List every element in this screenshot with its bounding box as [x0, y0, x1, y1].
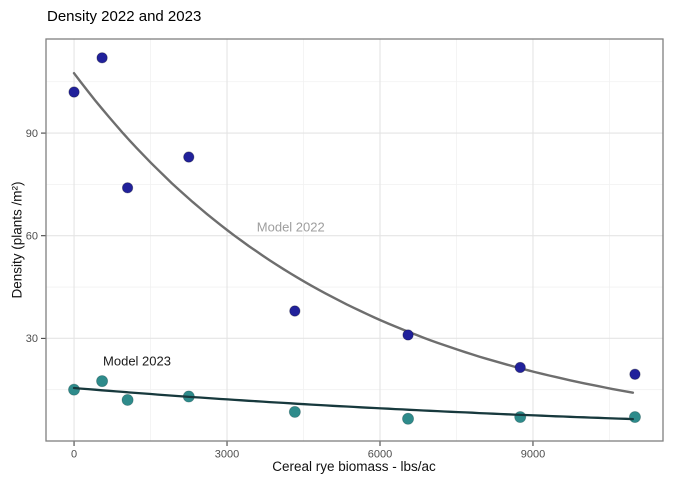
- model-2022-curve: [72, 72, 635, 394]
- data-point-2023: [121, 393, 134, 406]
- chart-title: Density 2022 and 2023: [47, 8, 202, 25]
- data-point-2023: [68, 383, 81, 396]
- x-tick-label: 6000: [368, 449, 392, 461]
- data-point-2023: [96, 375, 109, 388]
- x-tick-label: 9000: [521, 449, 545, 461]
- model-2023-curve: [72, 386, 635, 421]
- x-tick-label: 0: [71, 449, 77, 461]
- panel-border: [45, 38, 664, 442]
- y-axis-label: Density (plants /m²): [9, 181, 25, 299]
- data-point-2022: [96, 52, 108, 64]
- data-point-2023: [628, 411, 641, 424]
- data-point-2023: [402, 412, 415, 425]
- data-point-2023: [288, 405, 301, 418]
- y-tick-label: 90: [26, 128, 38, 140]
- data-point-2022: [121, 182, 134, 194]
- data-point-2022: [514, 361, 526, 374]
- data-point-2023: [514, 411, 527, 424]
- data-point-2022: [183, 151, 195, 163]
- model-2022-label: Model 2022: [256, 219, 325, 235]
- data-point-2022: [629, 368, 641, 380]
- data-point-2022: [402, 329, 414, 341]
- x-tick-label: 3000: [215, 449, 239, 461]
- data-point-2022: [289, 305, 301, 317]
- y-tick-label: 60: [26, 231, 38, 243]
- x-axis-label: Cereal rye biomass - lbs/ac: [272, 459, 436, 474]
- model-2023-label: Model 2023: [103, 353, 171, 369]
- data-point-2022: [68, 86, 80, 98]
- y-tick-label: 30: [26, 333, 38, 345]
